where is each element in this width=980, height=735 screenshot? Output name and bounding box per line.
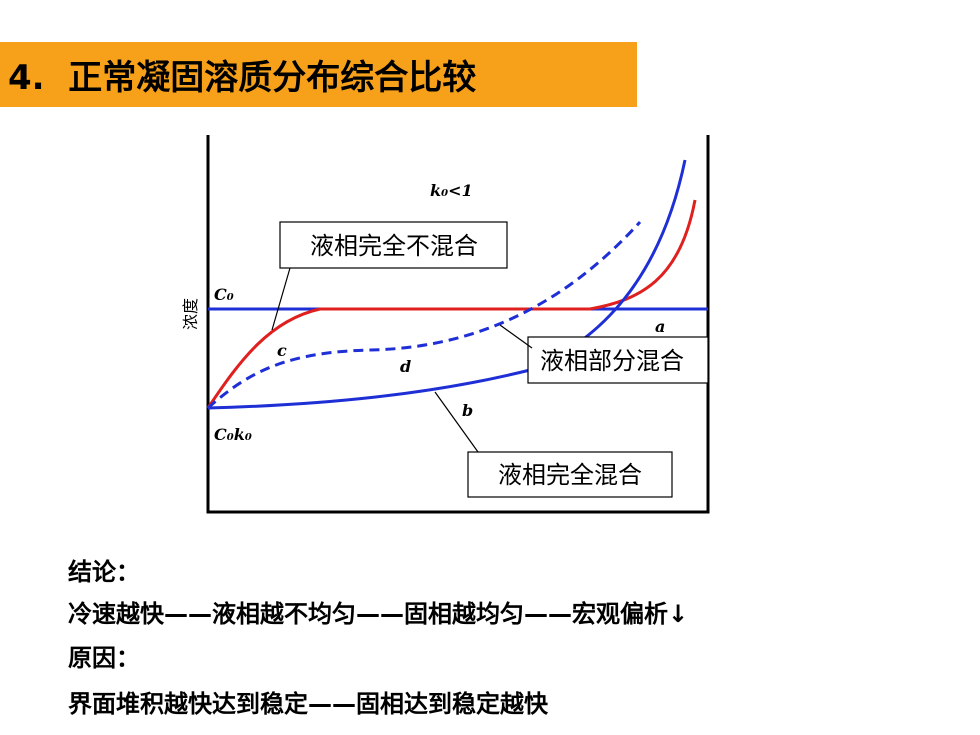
slide-title: 4. 正常凝固溶质分布综合比较 (8, 58, 477, 98)
condition-label: k₀<1 (430, 181, 473, 200)
callout-text: 液相完全混合 (498, 461, 642, 489)
curve-c (206, 199, 697, 409)
callout-box (467, 451, 673, 498)
callout-text: 液相完全不混合 (310, 232, 478, 260)
curve-d (206, 220, 642, 410)
c0k0-label: C₀k₀ (214, 425, 252, 444)
curve-label: c (277, 341, 287, 360)
frame (206, 135, 710, 514)
axes (206, 135, 710, 514)
curve-label: d (400, 357, 411, 376)
body-line: 结论： (68, 558, 140, 586)
callout-pointer (499, 324, 533, 349)
callout-pointer (271, 267, 291, 331)
body-line: 界面堆积越快达到稳定——固相达到稳定越快 (68, 690, 548, 718)
callout-text: 液相部分混合 (540, 347, 684, 375)
body-line: 冷速越快——液相越不均匀——固相越均匀——宏观偏析↓ (68, 600, 689, 628)
body-line: 原因： (68, 644, 140, 672)
curve-label: a (655, 317, 665, 336)
y-axis-label: 浓度 (181, 298, 200, 330)
c0-label: C₀ (214, 285, 234, 304)
title-bar: 4. 正常凝固溶质分布综合比较 (0, 42, 637, 107)
callout-box (527, 336, 709, 384)
curve-label: b (462, 401, 473, 420)
callout-pointer (434, 391, 479, 453)
callout-box (279, 221, 508, 269)
